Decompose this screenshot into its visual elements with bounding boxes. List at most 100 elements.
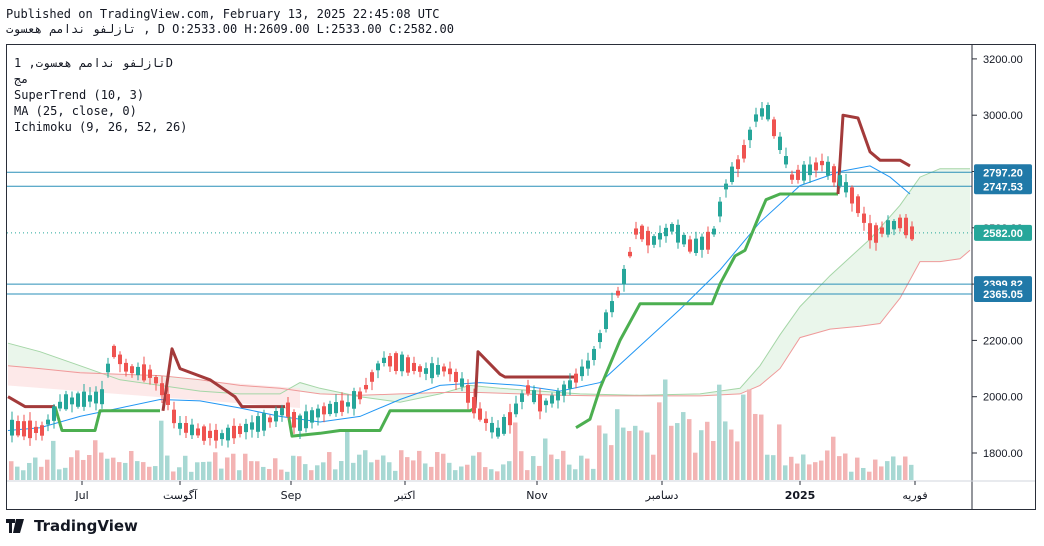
volume-bar <box>579 455 584 480</box>
candle-body <box>556 391 560 401</box>
candle-body <box>424 368 428 374</box>
legend-symbol: تازلفو ندامم هعسوت, 1D <box>14 56 173 70</box>
volume-bar <box>255 461 260 480</box>
price-axis[interactable]: 3200.003000.002800.002600.002400.002200.… <box>972 54 1023 460</box>
volume-bar <box>9 461 14 480</box>
candle-body <box>730 166 734 183</box>
candle-body <box>676 224 680 243</box>
volume-bar <box>405 457 410 480</box>
candle-body <box>868 223 872 241</box>
candle-body <box>166 394 170 405</box>
candle-body <box>58 401 62 409</box>
candle-body <box>652 236 656 245</box>
candle-body <box>388 356 392 367</box>
volume-bar <box>39 466 44 480</box>
legend-exchange: مج <box>14 72 29 86</box>
candle-body <box>874 225 878 243</box>
volume-bar <box>669 425 674 480</box>
volume-bar <box>411 460 416 480</box>
candle-body <box>100 389 104 405</box>
volume-bar <box>69 457 74 480</box>
volume-bar <box>615 409 620 480</box>
candle-body <box>298 415 302 431</box>
footer-brand: TradingView <box>34 517 138 535</box>
volume-bar <box>321 462 326 480</box>
candle-body <box>484 418 488 424</box>
candle-body <box>130 366 134 374</box>
price-label-box <box>974 164 1032 181</box>
cloud-span-b <box>7 249 971 397</box>
ma-line <box>7 165 911 431</box>
candle-body <box>856 196 860 214</box>
volume-bar <box>327 452 332 480</box>
candle-body <box>346 402 350 407</box>
candle-body <box>880 227 884 234</box>
candle-body <box>394 353 398 372</box>
volume-bar <box>495 471 500 480</box>
candle-body <box>514 403 518 415</box>
volume-bar <box>759 414 764 480</box>
volume-bar <box>795 463 800 480</box>
candle-body <box>40 425 44 436</box>
volume-bar <box>309 470 314 480</box>
candle-body <box>370 372 374 382</box>
candle-body <box>862 213 866 223</box>
candle-body <box>886 220 890 235</box>
volume-bar <box>111 457 116 480</box>
candle-body <box>670 224 674 232</box>
volume-bar <box>279 469 284 480</box>
candle-body <box>376 363 380 371</box>
volume-bar <box>135 461 140 480</box>
candle-body <box>88 395 92 402</box>
volume-bar <box>195 462 200 480</box>
volume-bar <box>417 450 422 480</box>
legend-ma[interactable]: MA (25, close, 0) <box>14 104 137 118</box>
volume-bar <box>441 453 446 480</box>
candle-body <box>190 424 194 436</box>
candle-body <box>250 422 254 430</box>
candle-body <box>64 394 68 410</box>
price-label-box <box>974 224 1032 241</box>
volume-bar <box>891 456 896 480</box>
legend-ichimoku[interactable]: Ichimoku (9, 26, 52, 26) <box>14 120 188 134</box>
candle-body <box>52 406 56 421</box>
volume-bar <box>537 465 542 480</box>
candle-body <box>82 391 86 407</box>
candle-body <box>520 393 524 402</box>
volume-bar <box>729 429 734 480</box>
candle-body <box>334 402 338 414</box>
volume-bar <box>213 452 218 480</box>
volume-bar <box>645 432 650 480</box>
price-tick-label: 1800.00 <box>983 448 1023 460</box>
volume-bar <box>861 467 866 480</box>
supertrend-segment <box>7 395 55 409</box>
volume-bar <box>333 469 338 480</box>
tradingview-logo[interactable]: TradingView <box>6 517 138 535</box>
candle-body <box>820 160 824 166</box>
volume-bar <box>873 459 878 480</box>
legend-supertrend[interactable]: SuperTrend (10, 3) <box>14 88 145 102</box>
volume-bar <box>363 450 368 480</box>
volume-bar <box>585 458 590 480</box>
candle-body <box>826 161 830 176</box>
volume-bar <box>465 464 470 480</box>
time-axis[interactable]: Jul آگوست Sep اکتبر Nov دسامبر 2025 فوریه <box>74 481 928 502</box>
volume-bar <box>771 455 776 480</box>
candle-body <box>430 363 434 379</box>
candles <box>10 101 914 449</box>
candle-body <box>742 145 746 159</box>
candle-body <box>832 166 836 183</box>
volume-bar <box>573 469 578 480</box>
candle-body <box>598 333 602 343</box>
candle-body <box>790 174 794 180</box>
supertrend-line <box>7 113 911 438</box>
candle-body <box>382 357 386 364</box>
volume-bar <box>501 464 506 480</box>
volume-bar <box>75 450 80 480</box>
volume-bar <box>15 466 20 480</box>
volume-bar <box>369 462 374 480</box>
candle-body <box>850 187 854 204</box>
volume-bar <box>153 466 158 480</box>
candle-body <box>118 354 122 365</box>
